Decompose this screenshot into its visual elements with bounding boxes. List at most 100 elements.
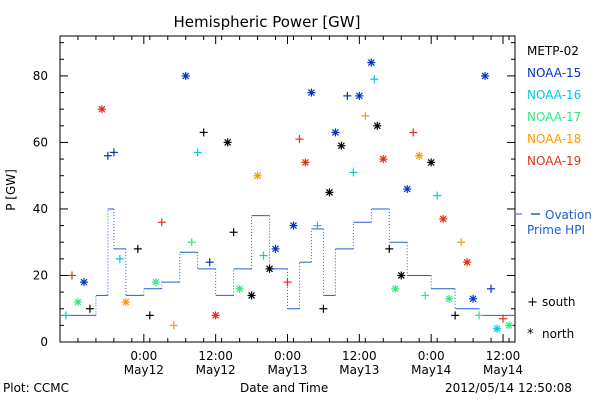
- data-point-south: [385, 244, 394, 253]
- marker-stroke: [80, 278, 88, 286]
- marker-stroke: [302, 158, 309, 166]
- data-point-south: [187, 238, 196, 247]
- legend-satellite-noaa-15: NOAA-15: [527, 66, 581, 80]
- x-tick-date-label: May13: [339, 363, 379, 377]
- data-point-south: [145, 311, 154, 320]
- marker-stroke: [403, 185, 411, 193]
- marker-stroke: [493, 325, 501, 333]
- data-point-north: [151, 278, 160, 287]
- data-point-south: [349, 168, 358, 177]
- data-point-south: [457, 238, 466, 247]
- data-point-north: [97, 105, 106, 114]
- marker-stroke: [212, 311, 220, 319]
- marker-stroke: [463, 258, 471, 266]
- x-tick-date-label: May14: [483, 363, 523, 377]
- marker-stroke: [445, 295, 453, 303]
- legend-satellite-metp-02: METP-02: [527, 44, 579, 58]
- data-point-south: [433, 191, 442, 200]
- data-point-south: [109, 148, 118, 157]
- marker-stroke: [415, 152, 423, 160]
- ovation-legend-label: Prime HPI: [527, 223, 585, 237]
- marker-stroke: [98, 105, 106, 113]
- data-point-south: [169, 321, 178, 330]
- marker-stroke: [379, 155, 387, 163]
- data-point-north: [481, 71, 490, 80]
- marker-stroke: [373, 122, 381, 130]
- data-point-north: [337, 141, 346, 150]
- data-point-north: [253, 171, 262, 180]
- legend-satellite-noaa-18: NOAA-18: [527, 132, 581, 146]
- x-tick-label: 12:00: [342, 349, 377, 363]
- data-point-north: [181, 71, 190, 80]
- data-point-north: [235, 284, 244, 293]
- marker-legend-label: north: [542, 327, 574, 341]
- y-axis-label: P [GW]: [4, 169, 18, 211]
- x-tick-label: 0:00: [274, 349, 301, 363]
- x-tick-date-label: May12: [124, 363, 164, 377]
- data-point-south: [313, 221, 322, 230]
- data-point-south: [421, 291, 430, 300]
- x-tick-date-label: May12: [196, 363, 236, 377]
- data-point-south: [295, 135, 304, 144]
- ovation-legend-label: Ovation: [545, 208, 592, 222]
- data-point-north: [307, 88, 316, 97]
- marker-stroke: [397, 272, 405, 279]
- marker-stroke: [337, 142, 345, 150]
- data-point-south: [319, 304, 328, 313]
- ovation-prime-series: [60, 208, 515, 316]
- data-point-south: [283, 278, 292, 287]
- data-point-north: [403, 185, 412, 193]
- y-tick-label: 60: [33, 135, 48, 149]
- data-point-north: [121, 298, 130, 307]
- data-point-north: [355, 91, 364, 100]
- marker-stroke: [325, 188, 333, 196]
- footer-plot-source: Plot: CCMC: [3, 381, 69, 395]
- marker-stroke: [391, 285, 399, 293]
- marker-stroke: [152, 278, 160, 286]
- data-point-south: [193, 148, 202, 157]
- data-point-south: [259, 251, 268, 260]
- marker-stroke: [290, 222, 297, 230]
- data-point-south: [157, 218, 166, 227]
- y-tick-label: 0: [40, 335, 48, 349]
- data-point-north: [445, 294, 454, 303]
- data-point-south: [499, 314, 508, 323]
- x-tick-label: 0:00: [130, 349, 157, 363]
- x-axis-label: Date and Time: [240, 381, 329, 395]
- legend-satellite-noaa-17: NOAA-17: [527, 110, 581, 124]
- data-point-north: [331, 128, 340, 137]
- data-point-south: [85, 304, 94, 313]
- data-point-south: [475, 311, 484, 320]
- marker-stroke: [122, 298, 130, 306]
- data-point-north: [439, 214, 448, 223]
- data-point-south: [487, 284, 496, 293]
- data-point-south: [409, 128, 418, 137]
- data-points: [61, 58, 514, 333]
- marker-stroke: [469, 295, 477, 303]
- data-point-north: [373, 121, 382, 130]
- data-point-north: [211, 311, 220, 320]
- marker-legend-symbol: +: [527, 295, 538, 310]
- marker-stroke: [248, 292, 256, 299]
- data-point-north: [379, 155, 388, 164]
- data-point-north: [493, 324, 502, 333]
- marker-stroke: [182, 72, 190, 80]
- x-tick-date-label: May13: [267, 363, 307, 377]
- data-point-north: [301, 158, 310, 167]
- marker-stroke: [254, 172, 261, 180]
- data-point-south: [361, 111, 370, 120]
- data-point-north: [469, 294, 478, 303]
- data-point-south: [115, 254, 124, 263]
- chart-axes: 0204060800:00May1212:00May120:00May1312:…: [33, 35, 523, 377]
- data-point-north: [289, 221, 298, 230]
- marker-stroke: [236, 285, 244, 293]
- data-point-north: [73, 298, 82, 307]
- marker-stroke: [505, 321, 513, 329]
- marker-stroke: [74, 298, 82, 306]
- x-tick-date-label: May14: [411, 363, 451, 377]
- data-point-south: [370, 75, 379, 84]
- x-tick-label: 0:00: [418, 349, 445, 363]
- marker-stroke: [367, 59, 375, 67]
- marker-stroke: [427, 158, 435, 166]
